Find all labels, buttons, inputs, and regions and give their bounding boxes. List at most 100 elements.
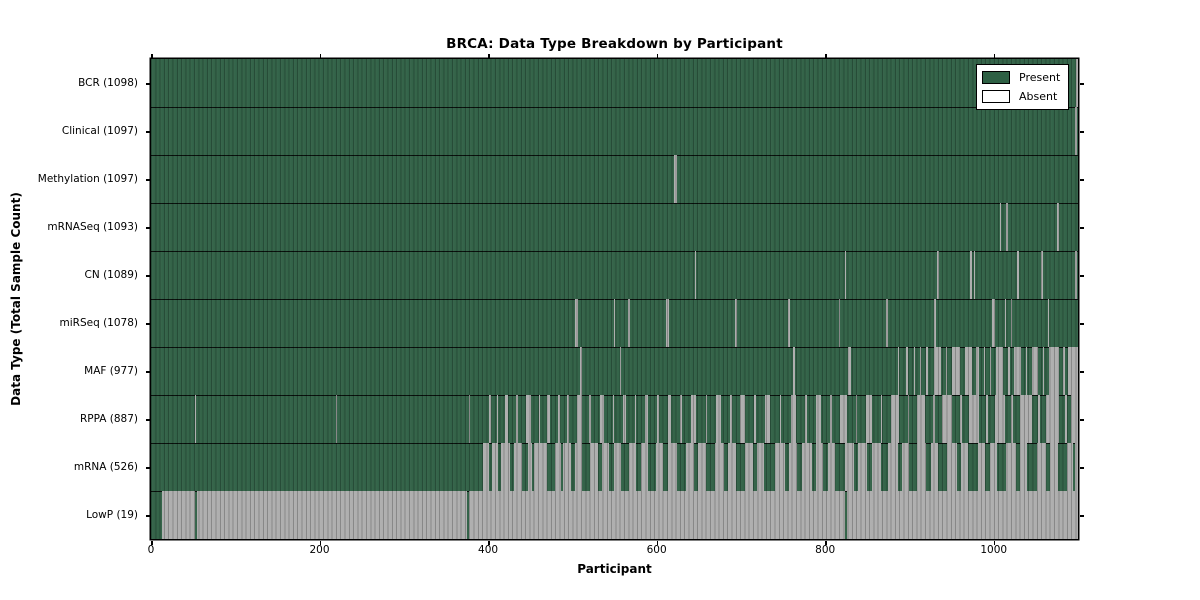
- absent-segment: [933, 347, 941, 395]
- ytick-label-Clinical: Clinical (1097): [61, 125, 138, 137]
- absent-segment: [847, 347, 852, 395]
- legend-absent-swatch: [982, 90, 1010, 103]
- y-tick-right: [1079, 467, 1084, 469]
- x-tick-top: [151, 53, 153, 58]
- row-mRNASeq: [151, 203, 1078, 251]
- row-RPPA: [151, 395, 1078, 443]
- absent-segment: [1074, 107, 1078, 155]
- absent-segment: [1010, 299, 1013, 347]
- absent-segment: [729, 395, 732, 443]
- row-separator: [151, 202, 1078, 204]
- row-MAF: [151, 347, 1078, 395]
- x-tick-top: [993, 53, 996, 58]
- absent-segment: [756, 443, 765, 491]
- absent-segment: [996, 347, 1003, 395]
- absent-segment: [1062, 347, 1065, 395]
- absent-segment: [926, 347, 928, 395]
- absent-segment: [983, 347, 986, 395]
- absent-segment: [1013, 347, 1021, 395]
- absent-segment: [960, 395, 962, 443]
- absent-segment: [976, 347, 979, 395]
- absent-segment: [890, 395, 900, 443]
- row-separator: [151, 250, 1078, 252]
- absent-segment: [1071, 395, 1078, 443]
- y-tick-right: [1079, 371, 1084, 373]
- chart-title: BRCA: Data Type Breakdown by Participant: [446, 36, 783, 52]
- absent-segment: [970, 251, 972, 299]
- absent-segment: [977, 443, 986, 491]
- absent-segment: [667, 395, 671, 443]
- absent-segment: [628, 443, 637, 491]
- absent-segment: [335, 395, 337, 443]
- absent-segment: [705, 395, 708, 443]
- absent-segment: [847, 491, 1078, 539]
- y-tick-left: [145, 323, 150, 325]
- y-tick-right: [1079, 323, 1084, 325]
- absent-segment: [613, 443, 622, 491]
- absent-segment: [714, 443, 725, 491]
- y-tick-left: [145, 467, 150, 469]
- absent-segment: [844, 251, 847, 299]
- absent-segment: [196, 491, 467, 539]
- x-tick-top: [825, 53, 827, 58]
- x-tick-top: [488, 53, 490, 58]
- absent-segment: [989, 347, 992, 395]
- row-separator: [151, 106, 1078, 108]
- absent-segment: [567, 395, 569, 443]
- absent-segment: [888, 443, 898, 491]
- absent-segment: [554, 443, 561, 491]
- absent-segment: [665, 299, 670, 347]
- y-tick-right: [1079, 83, 1084, 85]
- x-tick-bottom: [319, 540, 322, 545]
- absent-segment: [1038, 395, 1041, 443]
- absent-segment: [655, 443, 664, 491]
- absent-segment: [563, 443, 571, 491]
- absent-segment: [515, 395, 518, 443]
- y-tick-left: [145, 419, 150, 421]
- absent-segment: [858, 443, 868, 491]
- absent-segment: [815, 395, 821, 443]
- absent-segment: [827, 443, 836, 491]
- ytick-label-CN: CN (1089): [84, 269, 138, 281]
- absent-segment: [788, 299, 790, 347]
- absent-segment: [1032, 347, 1038, 395]
- absent-segment: [815, 443, 824, 491]
- absent-segment: [728, 443, 736, 491]
- legend-entry-present: Present: [982, 68, 1060, 87]
- y-tick-right: [1079, 515, 1084, 517]
- y-tick-left: [145, 131, 150, 133]
- absent-segment: [514, 443, 522, 491]
- absent-segment: [1047, 299, 1050, 347]
- absent-segment: [526, 395, 532, 443]
- xtick-label-600: 600: [646, 544, 667, 556]
- absent-segment: [1050, 443, 1058, 491]
- x-tick-bottom: [488, 540, 490, 545]
- absent-segment: [161, 491, 195, 539]
- absent-segment: [745, 443, 753, 491]
- x-tick-top: [319, 53, 322, 58]
- absent-segment: [960, 443, 969, 491]
- ytick-label-BCR: BCR (1098): [78, 77, 138, 89]
- absent-segment: [576, 395, 582, 443]
- row-CN: [151, 251, 1078, 299]
- absent-segment: [674, 155, 677, 203]
- absent-segment: [600, 395, 604, 443]
- x-tick-bottom: [656, 540, 659, 545]
- absent-segment: [947, 443, 957, 491]
- x-tick-bottom: [993, 540, 996, 545]
- absent-segment: [1008, 347, 1010, 395]
- absent-segment: [838, 299, 841, 347]
- absent-segment: [844, 443, 854, 491]
- absent-segment: [830, 395, 832, 443]
- x-tick-bottom: [151, 540, 153, 545]
- absent-segment: [919, 347, 922, 395]
- absent-segment: [504, 395, 509, 443]
- ytick-label-RPPA: RPPA (887): [79, 413, 138, 425]
- xtick-label-400: 400: [478, 544, 499, 556]
- absent-segment: [691, 395, 697, 443]
- absent-segment: [534, 443, 548, 491]
- absent-segment: [885, 299, 888, 347]
- absent-segment: [969, 395, 980, 443]
- row-BCR: [151, 59, 1078, 107]
- xtick-label-800: 800: [815, 544, 836, 556]
